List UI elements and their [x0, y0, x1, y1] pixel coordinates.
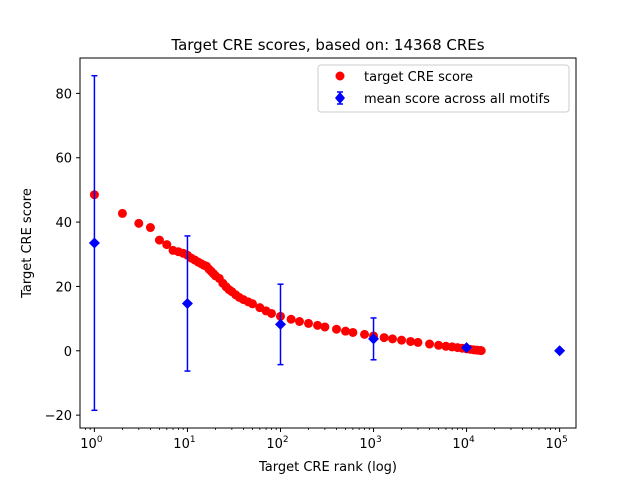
- target-score-point: [304, 318, 313, 328]
- target-score-point: [360, 329, 370, 339]
- legend-label-target-score: target CRE score: [364, 70, 473, 85]
- target-score-point: [266, 308, 276, 318]
- y-tick-label: 40: [55, 216, 72, 231]
- target-score-point: [341, 326, 351, 336]
- y-axis-label: Target CRE score: [20, 188, 35, 299]
- target-score-point: [397, 335, 407, 345]
- legend-label-mean-score: mean score across all motifs: [364, 92, 550, 107]
- mean-score-point: [274, 318, 286, 330]
- y-tick-label: 60: [55, 152, 72, 167]
- target-score-point: [388, 334, 398, 344]
- target-score-point: [320, 322, 330, 332]
- target-score-point: [294, 317, 304, 326]
- y-tick-label: −20: [45, 409, 72, 424]
- target-score-point: [145, 223, 155, 233]
- target-score-point: [247, 299, 257, 309]
- legend-box: [317, 64, 570, 113]
- target-score-point: [117, 208, 127, 218]
- target-score-point: [406, 336, 416, 346]
- target-score-point: [348, 327, 358, 337]
- legend-marker-target-score: [335, 71, 345, 81]
- y-tick-label: 0: [64, 345, 72, 360]
- target-score-point: [332, 324, 342, 334]
- y-tick-label: 80: [55, 87, 72, 102]
- mean-score-point: [88, 237, 100, 249]
- axes-frame: [79, 57, 577, 429]
- target-score-point: [286, 314, 296, 324]
- target-score-point: [434, 340, 444, 350]
- target-score-point: [425, 339, 435, 349]
- mean-score-point: [368, 333, 380, 345]
- target-score-point: [313, 320, 323, 330]
- x-tick-label: 103: [359, 435, 381, 452]
- mean-score-point: [554, 345, 566, 357]
- y-tick-label: 20: [55, 280, 72, 295]
- plot-area: [88, 74, 566, 412]
- x-tick-label: 100: [80, 435, 103, 452]
- mean-score-point: [461, 342, 473, 354]
- legend: target CRE score mean score across all m…: [317, 64, 570, 113]
- x-tick-label: 104: [452, 435, 475, 452]
- legend-marker-mean-score: [335, 92, 345, 104]
- target-score-point: [162, 240, 172, 250]
- target-score-point: [134, 218, 144, 228]
- x-tick-label: 105: [545, 435, 567, 452]
- target-score-point: [413, 337, 423, 347]
- mean-score-point: [181, 297, 193, 309]
- x-axis-label: Target CRE rank (log): [258, 460, 397, 475]
- target-score-point: [379, 333, 389, 343]
- target-score-point: [476, 346, 486, 356]
- x-tick-label: 102: [266, 435, 288, 452]
- x-tick-label: 101: [173, 435, 195, 452]
- axes: −20 0 20 40 60 80 100 101 102 103 104 105: [45, 87, 568, 452]
- target-score-point: [154, 235, 164, 245]
- chart-title: Target CRE scores, based on: 14368 CREs: [170, 36, 484, 54]
